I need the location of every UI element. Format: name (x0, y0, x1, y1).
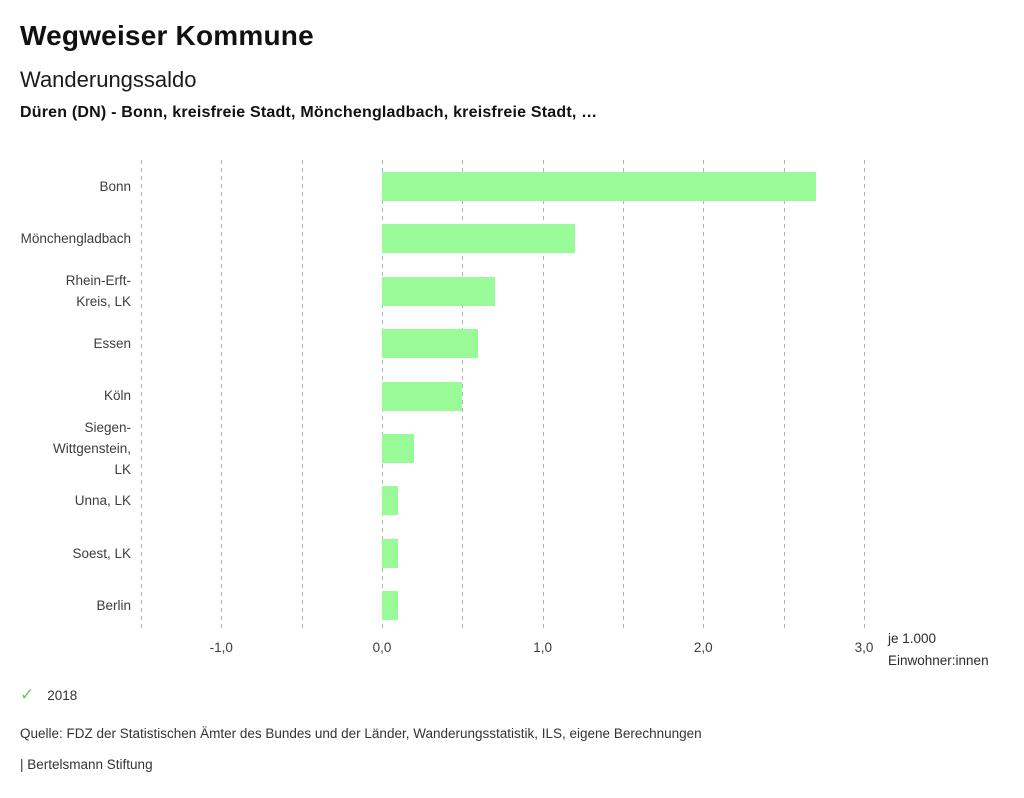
bar-mönchengladbach[interactable] (382, 224, 575, 254)
gridline (221, 160, 223, 632)
gridline (703, 160, 705, 632)
gridline (462, 160, 464, 632)
bar-essen[interactable] (382, 329, 479, 359)
category-label-essen: Essen (93, 335, 131, 351)
category-label-köln: Köln (103, 388, 131, 404)
x-tick-label: 1,0 (533, 640, 553, 655)
category-label-siegen-wittgenstein-lk: Siegen- Wittgenstein, LK (52, 419, 131, 477)
bar-köln[interactable] (382, 381, 463, 411)
page-title: Wegweiser Kommune (20, 20, 314, 51)
unit-label-line: Einwohner:innen (888, 653, 989, 668)
gridline (542, 160, 544, 632)
check-icon: ✓ (20, 685, 35, 704)
gridline (864, 160, 865, 632)
source-text: Quelle: FDZ der Statistischen Ämter des … (20, 726, 702, 741)
legend-item-2018[interactable]: ✓ 2018 (20, 685, 78, 704)
category-label-unna-lk: Unna, LK (74, 493, 131, 509)
bar-berlin[interactable] (382, 591, 399, 621)
unit-label-line: je 1.000 (888, 631, 937, 646)
bar-unna-lk[interactable] (382, 486, 399, 516)
category-label-bonn: Bonn (99, 178, 131, 194)
category-label-rhein-erft-kreis-lk: Rhein-Erft- Kreis, LK (65, 273, 131, 310)
chart-title: Wanderungssaldo (20, 67, 197, 92)
branding-text: | Bertelsmann Stiftung (20, 757, 153, 772)
legend-label: 2018 (47, 687, 78, 703)
bar-siegen-wittgenstein-lk[interactable] (382, 433, 415, 463)
x-tick-label: 0,0 (372, 640, 392, 655)
gridline (301, 160, 303, 632)
category-axis-labels: Bonn Mönchengladbach Rhein-Erft- Kreis, LK E… (0, 160, 131, 632)
bar-rhein-erft-kreis-lk[interactable] (382, 276, 495, 306)
category-label-berlin: Berlin (96, 598, 131, 614)
x-tick-label: -1,0 (209, 640, 233, 655)
gridline (783, 160, 785, 632)
bar-soest-lk[interactable] (382, 538, 399, 568)
chart-subtitle: Düren (DN) - Bonn, kreisfreie Stadt, Mön… (20, 104, 598, 121)
x-tick-label: 3,0 (854, 640, 874, 655)
gridline (141, 160, 142, 632)
x-axis-unit-label: je 1.000 Einwohner:innen (888, 628, 989, 672)
x-tick-label: 2,0 (693, 640, 713, 655)
gridline (623, 160, 624, 632)
category-label-mönchengladbach: Mönchengladbach (20, 231, 131, 247)
category-label-soest-lk: Soest, LK (72, 545, 131, 561)
bar-bonn[interactable] (382, 171, 816, 201)
bar-chart-plot-area (141, 160, 865, 632)
